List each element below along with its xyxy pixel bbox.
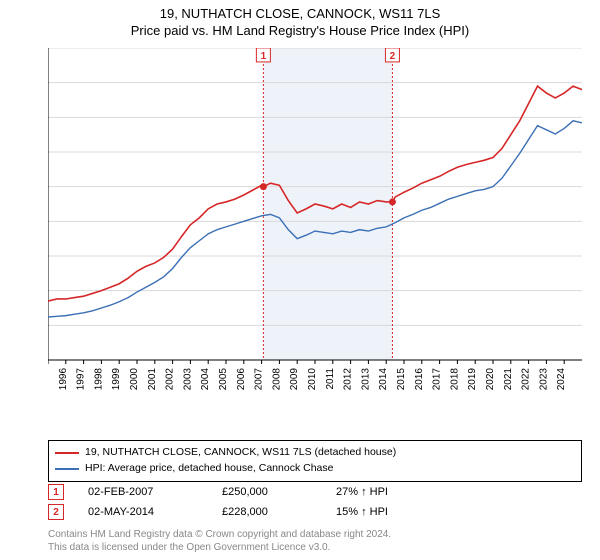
svg-text:1998: 1998: [93, 368, 104, 391]
sale-marker: 2: [48, 504, 64, 520]
legend-swatch: [55, 452, 79, 454]
svg-text:2022: 2022: [521, 368, 532, 391]
sale-price: £250,000: [222, 486, 312, 498]
sale-row: 1 02-FEB-2007 £250,000 27% ↑ HPI: [48, 482, 582, 502]
svg-text:2015: 2015: [396, 368, 407, 391]
title-line1: 19, NUTHATCH CLOSE, CANNOCK, WS11 7LS: [0, 6, 600, 21]
svg-text:2002: 2002: [165, 368, 176, 391]
svg-text:2023: 2023: [538, 368, 549, 391]
footer-line1: Contains HM Land Registry data © Crown c…: [48, 528, 391, 541]
legend-row: HPI: Average price, detached house, Cann…: [55, 461, 575, 477]
legend-label: HPI: Average price, detached house, Cann…: [85, 461, 333, 477]
svg-text:2010: 2010: [307, 368, 318, 391]
svg-text:2018: 2018: [449, 368, 460, 391]
svg-text:2005: 2005: [218, 368, 229, 391]
sale-marker: 1: [48, 484, 64, 500]
footer: Contains HM Land Registry data © Crown c…: [48, 528, 391, 554]
sale-price: £228,000: [222, 506, 312, 518]
chart-container: 19, NUTHATCH CLOSE, CANNOCK, WS11 7LS Pr…: [0, 0, 600, 560]
legend: 19, NUTHATCH CLOSE, CANNOCK, WS11 7LS (d…: [48, 440, 582, 482]
svg-text:2012: 2012: [343, 368, 354, 391]
svg-text:2011: 2011: [325, 368, 336, 390]
svg-text:2021: 2021: [503, 368, 514, 391]
title-line2: Price paid vs. HM Land Registry's House …: [0, 23, 600, 38]
sale-row: 2 02-MAY-2014 £228,000 15% ↑ HPI: [48, 502, 582, 522]
sales-table: 1 02-FEB-2007 £250,000 27% ↑ HPI 2 02-MA…: [48, 482, 582, 522]
svg-text:1995: 1995: [48, 368, 51, 391]
svg-text:2007: 2007: [254, 368, 265, 391]
svg-text:2006: 2006: [236, 368, 247, 391]
svg-text:1: 1: [261, 51, 267, 62]
svg-text:2019: 2019: [467, 368, 478, 391]
sale-hpi: 15% ↑ HPI: [336, 506, 436, 518]
svg-text:2003: 2003: [182, 368, 193, 391]
title-block: 19, NUTHATCH CLOSE, CANNOCK, WS11 7LS Pr…: [0, 0, 600, 38]
footer-line2: This data is licensed under the Open Gov…: [48, 541, 391, 554]
svg-text:2000: 2000: [129, 368, 140, 391]
svg-text:2009: 2009: [289, 368, 300, 391]
svg-text:2013: 2013: [360, 368, 371, 391]
legend-row: 19, NUTHATCH CLOSE, CANNOCK, WS11 7LS (d…: [55, 445, 575, 461]
svg-text:2001: 2001: [147, 368, 158, 391]
svg-text:1999: 1999: [111, 368, 122, 391]
legend-label: 19, NUTHATCH CLOSE, CANNOCK, WS11 7LS (d…: [85, 445, 396, 461]
legend-swatch: [55, 468, 79, 470]
svg-text:2014: 2014: [378, 368, 389, 391]
line-chart: £0£50K£100K£150K£200K£250K£300K£350K£400…: [48, 48, 582, 398]
sale-hpi: 27% ↑ HPI: [336, 486, 436, 498]
sale-date: 02-MAY-2014: [88, 506, 198, 518]
svg-text:1997: 1997: [76, 368, 87, 391]
svg-text:1996: 1996: [58, 368, 69, 391]
svg-text:2024: 2024: [556, 368, 567, 391]
svg-text:2008: 2008: [271, 368, 282, 391]
svg-text:2017: 2017: [432, 368, 443, 391]
svg-text:2: 2: [390, 51, 396, 62]
sale-date: 02-FEB-2007: [88, 486, 198, 498]
svg-text:2004: 2004: [200, 368, 211, 391]
svg-text:2016: 2016: [414, 368, 425, 391]
svg-text:2020: 2020: [485, 368, 496, 391]
